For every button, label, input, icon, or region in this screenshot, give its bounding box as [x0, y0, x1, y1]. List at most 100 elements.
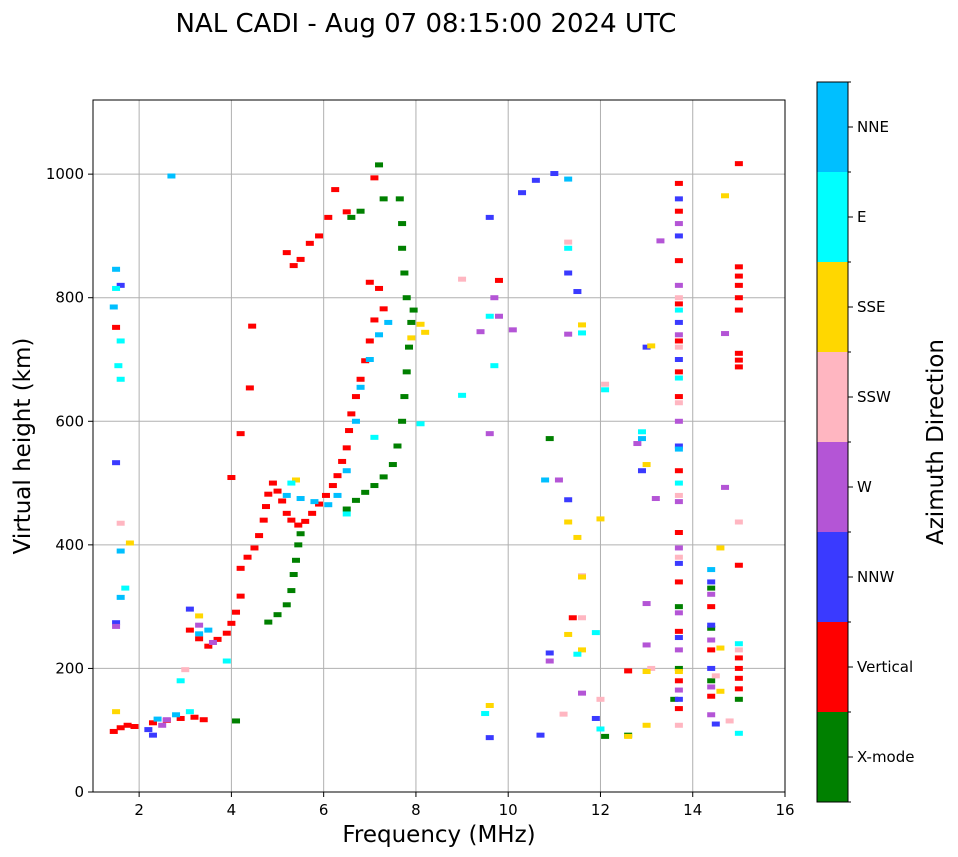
data-point: [301, 518, 310, 524]
data-point: [245, 385, 254, 391]
data-point: [670, 696, 679, 702]
data-point: [351, 394, 360, 400]
data-point: [674, 357, 683, 362]
data-point: [331, 187, 340, 193]
x-tick-label: 4: [227, 801, 237, 819]
data-point: [199, 717, 208, 723]
colorbar-segment: [817, 352, 848, 442]
data-point: [407, 319, 416, 325]
data-point: [674, 295, 683, 301]
data-point: [518, 190, 527, 196]
data-point: [674, 499, 683, 505]
data-point: [356, 376, 365, 382]
data-point: [416, 321, 425, 327]
data-point: [278, 498, 287, 504]
data-point: [405, 344, 414, 350]
data-point: [125, 540, 134, 546]
data-point: [707, 622, 716, 628]
data-point: [490, 295, 499, 301]
data-point: [409, 307, 418, 313]
data-point: [236, 593, 245, 599]
data-point: [112, 266, 121, 272]
data-point: [564, 245, 573, 251]
data-point: [734, 730, 743, 736]
data-point: [494, 313, 503, 319]
data-point: [674, 480, 683, 486]
data-point: [674, 307, 683, 313]
data-point: [347, 214, 356, 220]
colorbar-frame: [816, 81, 849, 803]
data-point: [674, 492, 683, 498]
data-point: [624, 733, 633, 739]
data-point: [356, 208, 365, 214]
data-point: [342, 209, 351, 215]
data-point: [351, 497, 360, 503]
data-point: [545, 650, 554, 656]
colorbar-segment: [817, 262, 848, 352]
colorbar-tick-label: SSE: [857, 298, 886, 316]
data-point: [674, 446, 683, 452]
data-point: [114, 363, 123, 369]
data-point: [116, 520, 125, 526]
data-point: [674, 338, 683, 344]
data-point: [144, 727, 153, 733]
data-point: [333, 492, 342, 498]
data-point: [289, 263, 298, 269]
data-point: [734, 686, 743, 692]
data-point: [296, 496, 305, 502]
data-point: [222, 658, 231, 664]
data-point: [130, 724, 139, 730]
data-point: [674, 665, 683, 671]
data-point: [490, 363, 499, 369]
data-point: [601, 733, 610, 739]
data-point: [185, 709, 194, 715]
data-point: [545, 436, 554, 442]
data-point: [185, 606, 194, 612]
data-point: [116, 338, 125, 344]
y-tick-label: 400: [55, 536, 84, 554]
data-point: [578, 690, 587, 696]
data-point: [287, 480, 296, 486]
series-vertical: [109, 161, 743, 734]
data-point: [243, 554, 252, 560]
data-point: [116, 376, 125, 382]
data-point: [268, 480, 277, 486]
data-point: [721, 193, 730, 199]
data-point: [342, 445, 351, 451]
plot-frame: [92, 99, 786, 793]
colorbar-segment: [817, 442, 848, 532]
data-point: [674, 530, 683, 535]
data-point: [384, 319, 393, 325]
data-point: [262, 504, 270, 510]
data-point: [294, 542, 303, 548]
data-point: [112, 709, 121, 715]
data-point: [596, 726, 605, 732]
data-point: [674, 221, 683, 227]
data-point: [485, 735, 494, 741]
data-point: [232, 609, 241, 615]
data-point: [148, 732, 157, 738]
data-point: [282, 492, 291, 498]
data-point: [370, 175, 379, 181]
data-point: [624, 668, 633, 674]
data-point: [375, 332, 384, 338]
data-point: [310, 499, 319, 505]
y-tick-label: 200: [55, 659, 84, 677]
x-tick-label: 14: [683, 801, 702, 819]
data-point: [116, 725, 125, 731]
data-point: [642, 642, 651, 648]
data-point: [402, 295, 411, 301]
data-point: [287, 588, 296, 594]
colorbar-segment: [817, 712, 848, 802]
data-point: [674, 669, 683, 675]
data-point: [264, 491, 273, 497]
data-point: [324, 502, 333, 508]
data-point: [308, 510, 317, 516]
data-point: [458, 276, 467, 282]
data-point: [112, 285, 121, 291]
data-point: [601, 381, 610, 387]
data-point: [321, 492, 330, 498]
data-point: [291, 557, 300, 563]
data-point: [573, 651, 582, 657]
data-point: [578, 330, 587, 336]
